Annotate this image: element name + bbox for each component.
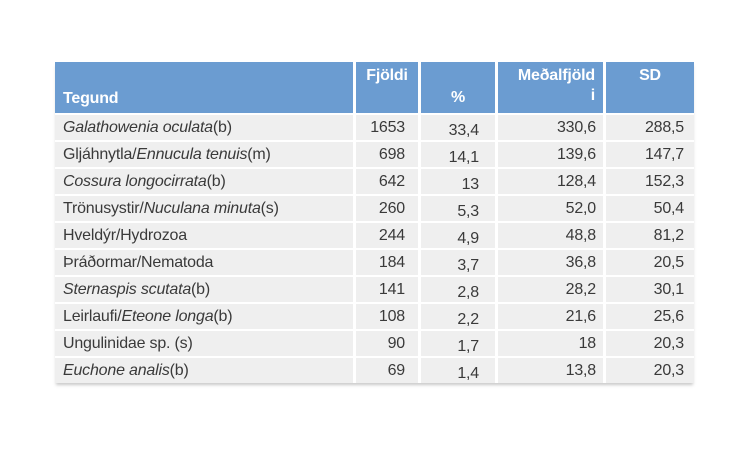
percent-cell: 14,1 bbox=[421, 142, 495, 167]
species-latin-name: Cossura longocirrata bbox=[63, 172, 207, 190]
mean-cell: 128,4 bbox=[498, 169, 603, 194]
species-name-segment: Leirlaufi/ bbox=[63, 307, 122, 325]
count-cell: 642 bbox=[356, 169, 418, 194]
species-name-segment: (b) bbox=[212, 118, 232, 136]
sd-cell: 50,4 bbox=[606, 196, 694, 221]
percent-cell: 1,4 bbox=[421, 358, 495, 383]
species-name-segment: (b) bbox=[213, 307, 233, 325]
species-latin-name: Sternaspis scutata bbox=[63, 280, 192, 298]
species-name-segment: (b) bbox=[169, 361, 189, 379]
species-name-cell: Euchone analis (b) bbox=[55, 358, 353, 383]
mean-cell: 28,2 bbox=[498, 277, 603, 302]
mean-cell: 13,8 bbox=[498, 358, 603, 383]
percent-cell: 13 bbox=[421, 169, 495, 194]
col-header-sd-label: SD bbox=[639, 67, 661, 84]
percent-cell: 33,4 bbox=[421, 115, 495, 140]
col-header-sd: SD bbox=[606, 62, 694, 113]
percent-cell: 2,2 bbox=[421, 304, 495, 329]
col-header-fjoldi: Fjöldi bbox=[356, 62, 418, 113]
species-name-segment: (m) bbox=[247, 145, 271, 163]
col-header-tegund: Tegund bbox=[55, 62, 353, 113]
count-cell: 698 bbox=[356, 142, 418, 167]
species-name-cell: Ungulinidae sp. (s) bbox=[55, 331, 353, 356]
species-name-segment: (s) bbox=[260, 199, 279, 217]
sd-cell: 20,5 bbox=[606, 250, 694, 275]
col-header-medalfjoldi: Meðalfjöld i bbox=[498, 62, 603, 113]
count-cell: 260 bbox=[356, 196, 418, 221]
mean-cell: 52,0 bbox=[498, 196, 603, 221]
count-cell: 184 bbox=[356, 250, 418, 275]
species-name-cell: Gljáhnytla/Ennucula tenuis (m) bbox=[55, 142, 353, 167]
col-header-percent-label: % bbox=[450, 89, 466, 106]
mean-cell: 36,8 bbox=[498, 250, 603, 275]
species-name-segment: Trönusystir/ bbox=[63, 199, 144, 217]
count-cell: 141 bbox=[356, 277, 418, 302]
mean-cell: 48,8 bbox=[498, 223, 603, 248]
species-latin-name: Ennucula tenuis bbox=[136, 145, 248, 163]
col-header-percent: % bbox=[421, 62, 495, 113]
species-latin-name: Eteone longa bbox=[121, 307, 214, 325]
species-name-cell: Galathowenia oculata (b) bbox=[55, 115, 353, 140]
species-latin-name: Nuculana minuta bbox=[143, 199, 261, 217]
count-cell: 90 bbox=[356, 331, 418, 356]
sd-cell: 20,3 bbox=[606, 358, 694, 383]
species-name-cell: Trönusystir/Nuculana minuta (s) bbox=[55, 196, 353, 221]
col-header-fjoldi-label: Fjöldi bbox=[366, 67, 408, 84]
col-header-medalfjoldi-line1: Meðalfjöld bbox=[517, 67, 595, 84]
sd-cell: 152,3 bbox=[606, 169, 694, 194]
species-table: Tegund Fjöldi % Meðalfjöld i SD Galathow… bbox=[55, 62, 694, 383]
col-header-tegund-label: Tegund bbox=[63, 90, 119, 107]
species-name-segment: Hveldýr/Hydrozoa bbox=[63, 226, 187, 244]
species-name-segment: Ungulinidae sp. (s) bbox=[63, 334, 193, 352]
sd-cell: 81,2 bbox=[606, 223, 694, 248]
mean-cell: 139,6 bbox=[498, 142, 603, 167]
species-name-cell: Leirlaufi/Eteone longa (b) bbox=[55, 304, 353, 329]
mean-cell: 18 bbox=[498, 331, 603, 356]
sd-cell: 20,3 bbox=[606, 331, 694, 356]
percent-cell: 2,8 bbox=[421, 277, 495, 302]
percent-cell: 3,7 bbox=[421, 250, 495, 275]
count-cell: 108 bbox=[356, 304, 418, 329]
count-cell: 1653 bbox=[356, 115, 418, 140]
species-latin-name: Galathowenia oculata bbox=[63, 118, 213, 136]
species-name-cell: Þráðormar/Nematoda bbox=[55, 250, 353, 275]
sd-cell: 30,1 bbox=[606, 277, 694, 302]
sd-cell: 147,7 bbox=[606, 142, 694, 167]
sd-cell: 288,5 bbox=[606, 115, 694, 140]
percent-cell: 4,9 bbox=[421, 223, 495, 248]
species-name-segment: Þráðormar/Nematoda bbox=[63, 253, 214, 271]
species-name-segment: Gljáhnytla/ bbox=[63, 145, 137, 163]
sd-cell: 25,6 bbox=[606, 304, 694, 329]
percent-cell: 5,3 bbox=[421, 196, 495, 221]
species-name-segment: (b) bbox=[191, 280, 210, 298]
species-name-cell: Cossura longocirrata (b) bbox=[55, 169, 353, 194]
species-latin-name: Euchone analis bbox=[63, 361, 170, 379]
count-cell: 244 bbox=[356, 223, 418, 248]
count-cell: 69 bbox=[356, 358, 418, 383]
species-name-segment: (b) bbox=[206, 172, 226, 190]
col-header-medalfjoldi-line2: i bbox=[590, 87, 595, 104]
species-name-cell: Sternaspis scutata (b) bbox=[55, 277, 353, 302]
mean-cell: 330,6 bbox=[498, 115, 603, 140]
mean-cell: 21,6 bbox=[498, 304, 603, 329]
species-name-cell: Hveldýr/Hydrozoa bbox=[55, 223, 353, 248]
percent-cell: 1,7 bbox=[421, 331, 495, 356]
